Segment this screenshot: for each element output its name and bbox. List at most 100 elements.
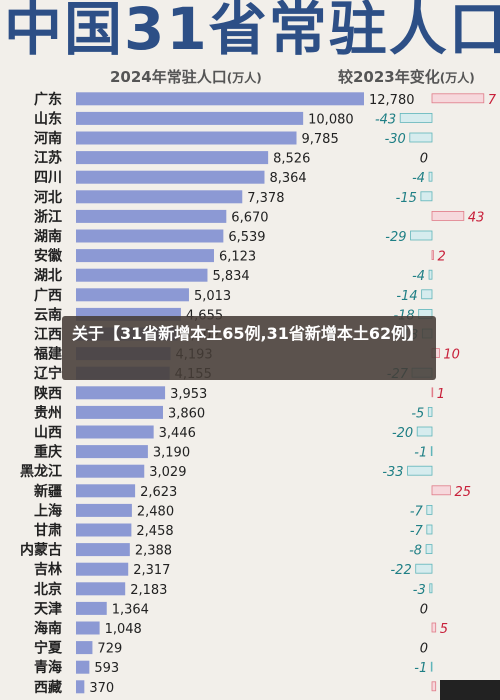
change-bar-negative	[420, 191, 433, 202]
population-bar	[76, 288, 189, 302]
change-bar-negative	[407, 465, 433, 476]
change-value-label: -5	[411, 406, 424, 421]
population-value-label: 6,539	[228, 230, 265, 245]
headline-overlay-text[interactable]: 关于【31省新增本土65例,31省新增本土62例】	[72, 324, 424, 343]
change-bar-negative	[428, 171, 433, 182]
population-value-label: 3,446	[159, 426, 196, 441]
category-label: 陕西	[34, 385, 62, 402]
change-value-label: -3	[413, 583, 426, 598]
category-label: 云南	[34, 306, 62, 323]
change-bar-negative	[409, 132, 433, 143]
change-value-label: -29	[385, 230, 406, 245]
population-value-label: 2,388	[135, 544, 172, 559]
population-value-label: 6,123	[219, 250, 256, 265]
category-label: 内蒙古	[20, 542, 62, 559]
population-value-label: 2,458	[136, 524, 173, 539]
category-label: 辽宁	[34, 365, 62, 382]
change-bar-positive	[431, 250, 434, 261]
category-label: 江西	[34, 326, 62, 343]
change-bar-positive	[431, 93, 485, 104]
change-bar-positive	[431, 681, 437, 692]
category-label: 湖南	[34, 228, 62, 245]
population-value-label: 2,480	[137, 504, 174, 519]
category-label: 贵州	[34, 404, 62, 421]
population-bar	[76, 425, 154, 439]
headline-overlay[interactable]: 关于【31省新增本土65例,31省新增本土62例】	[62, 316, 436, 380]
category-label: 河北	[34, 189, 62, 206]
population-value-label: 1,048	[105, 622, 142, 637]
change-bar-negative	[399, 113, 433, 123]
change-value-label: -1	[414, 661, 427, 676]
category-label: 北京	[34, 581, 62, 598]
population-bar	[76, 249, 214, 263]
page-title: 中国31省常驻人口	[4, 0, 500, 63]
change-value-label: -33	[382, 465, 403, 480]
population-value-label: 593	[94, 661, 119, 676]
change-subtitle-unit: (万人)	[439, 71, 475, 85]
population-value-label: 7,378	[247, 191, 284, 206]
change-value-label: 0	[420, 642, 428, 657]
category-label: 新疆	[34, 483, 62, 500]
population-bar	[76, 601, 107, 615]
category-label: 西藏	[34, 679, 62, 696]
population-value-label: 8,526	[273, 152, 310, 167]
change-bar-positive	[431, 485, 451, 496]
category-label: 山西	[34, 425, 62, 441]
change-bar-negative	[416, 426, 433, 437]
category-label: 海南	[34, 620, 62, 637]
category-label: 浙江	[34, 208, 62, 225]
change-value-label: 5	[440, 622, 448, 637]
population-value-label: 3,953	[170, 387, 207, 402]
population-bar	[76, 680, 85, 694]
change-bar-negative	[427, 406, 433, 417]
change-bar-negative	[429, 583, 433, 594]
population-bar	[76, 92, 364, 106]
change-value-label: -30	[385, 132, 406, 147]
population-value-label: 12,780	[369, 93, 415, 108]
population-bar	[76, 405, 163, 419]
category-label: 湖北	[34, 268, 62, 284]
change-bar-positive	[431, 387, 434, 398]
population-bar	[76, 562, 129, 576]
population-bar	[76, 268, 208, 282]
change-value-label: 10	[443, 348, 460, 363]
category-label: 河南	[34, 130, 62, 147]
population-bar	[76, 582, 126, 596]
change-value-label: 0	[420, 152, 428, 167]
population-bar	[76, 621, 100, 635]
population-bar	[76, 503, 132, 517]
population-value-label: 9,785	[302, 132, 339, 147]
change-value-label: -22	[390, 563, 411, 578]
population-bar	[76, 131, 297, 145]
category-label: 宁夏	[34, 640, 63, 657]
change-value-label: 1	[437, 387, 445, 402]
category-label: 福建	[33, 346, 62, 363]
change-bar-positive	[431, 210, 465, 221]
category-label: 广西	[34, 287, 62, 304]
population-value-label: 2,317	[133, 563, 170, 578]
change-bar-negative	[410, 230, 433, 241]
change-subtitle-text: 较2023年变化	[338, 68, 440, 86]
change-value-label: -43	[375, 112, 396, 127]
population-value-label: 2,623	[140, 485, 177, 500]
population-subtitle-unit: (万人)	[226, 71, 262, 85]
population-bar	[76, 190, 243, 204]
population-bar	[76, 484, 136, 498]
population-value-label: 6,670	[231, 210, 268, 225]
change-subtitle: 较2023年变化(万人)	[338, 66, 475, 87]
change-value-label: -1	[414, 446, 427, 461]
population-bar	[76, 151, 269, 165]
change-value-label: 25	[455, 485, 472, 500]
change-bar-negative	[430, 661, 433, 672]
population-bar	[76, 111, 304, 125]
population-value-label: 5,834	[212, 269, 249, 284]
population-bar	[76, 464, 145, 478]
change-bar-negative	[428, 269, 433, 280]
change-value-label: -14	[396, 289, 417, 304]
change-bar-negative	[430, 446, 433, 457]
category-label: 山东	[34, 110, 62, 127]
change-bar-negative	[426, 524, 433, 535]
change-value-label: -7	[410, 524, 424, 539]
population-bar	[76, 386, 166, 400]
population-bar	[76, 543, 130, 557]
